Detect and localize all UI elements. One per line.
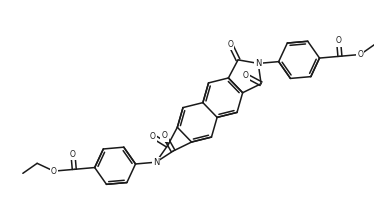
Text: N: N xyxy=(153,158,159,167)
Text: N: N xyxy=(255,59,261,68)
Text: O: O xyxy=(150,132,156,141)
Text: O: O xyxy=(243,71,249,80)
Text: O: O xyxy=(227,40,233,49)
Text: O: O xyxy=(51,167,57,176)
Text: O: O xyxy=(358,50,363,59)
Text: O: O xyxy=(70,150,76,159)
Text: O: O xyxy=(162,131,168,140)
Text: O: O xyxy=(335,37,341,45)
